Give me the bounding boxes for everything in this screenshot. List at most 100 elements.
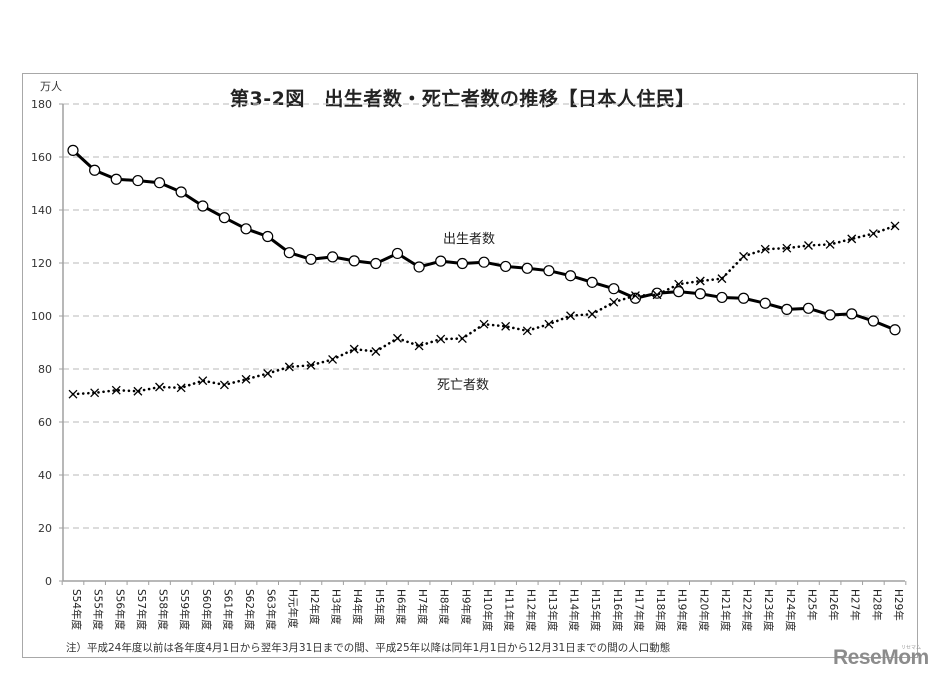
y-axis-unit-label: 万人 [40, 80, 62, 93]
births-point-marker [197, 200, 209, 212]
deaths-point-marker [609, 297, 619, 307]
births-point-marker [391, 247, 404, 260]
x-tick-label: H10年度 [481, 589, 494, 632]
deaths-point-marker [414, 341, 424, 351]
y-tick-label: 60 [38, 416, 52, 429]
deaths-point-marker [219, 380, 229, 390]
deaths-point-marker [825, 239, 835, 249]
deaths-point-marker [457, 334, 467, 343]
births-point-marker [218, 212, 231, 224]
births-point-marker [608, 283, 620, 295]
x-tick-label: H23年度 [762, 589, 775, 632]
x-tick-label: H元年度 [286, 589, 299, 629]
x-tick-label: H18年度 [654, 589, 667, 632]
deaths-point-marker [630, 291, 640, 301]
x-tick-label: S59年度 [178, 589, 191, 631]
y-tick-label: 20 [38, 522, 52, 535]
x-tick-label: H4年度 [351, 589, 364, 625]
x-tick-label: H19年度 [676, 589, 689, 632]
births-point-marker [802, 302, 815, 314]
deaths-point-marker [890, 221, 900, 231]
deaths-point-marker [284, 362, 294, 372]
x-tick-label: S56年度 [113, 589, 126, 631]
births-point-marker [283, 247, 295, 259]
births-point-marker [262, 230, 274, 243]
births-point-marker [846, 308, 858, 320]
y-tick-label: 100 [31, 310, 52, 323]
deaths-point-marker [804, 241, 813, 250]
births-point-marker [759, 297, 771, 309]
births-point-marker [132, 174, 144, 187]
deaths-point-marker [847, 234, 857, 244]
x-tick-label: S63年度 [265, 589, 278, 631]
births-point-marker [413, 261, 425, 273]
births-point-marker [478, 256, 490, 268]
births-point-marker [737, 292, 750, 304]
x-tick-label: H12年度 [524, 589, 537, 632]
births-point-marker [175, 186, 187, 198]
y-tick-label: 160 [31, 151, 52, 164]
x-tick-label: H13年度 [546, 589, 559, 632]
births-point-marker [326, 251, 339, 263]
deaths-point-marker [263, 369, 273, 378]
x-tick-label: H28年 [870, 589, 883, 621]
x-tick-label: H16年度 [611, 589, 624, 632]
x-tick-label: H15年度 [589, 589, 602, 632]
x-tick-label: H5年度 [373, 589, 386, 625]
births-point-marker [824, 309, 836, 321]
deaths-point-marker [90, 388, 100, 398]
x-tick-label: H11年度 [503, 589, 516, 632]
chart-frame [22, 73, 918, 658]
x-tick-label: S60年度 [200, 589, 213, 631]
deaths-point-marker [68, 389, 78, 399]
x-tick-label: H8年度 [438, 589, 451, 625]
x-tick-label: H6年度 [394, 589, 407, 625]
deaths-point-marker [695, 276, 705, 286]
births-point-marker [694, 288, 706, 300]
y-tick-label: 0 [45, 575, 52, 588]
y-tick-label: 180 [31, 98, 52, 111]
births-point-marker [716, 291, 728, 304]
births-point-marker [110, 173, 122, 185]
births-point-marker [781, 303, 793, 315]
deaths-point-marker [306, 360, 316, 370]
births-point-marker [564, 270, 577, 282]
deaths-point-marker [111, 385, 121, 395]
deaths-point-marker [176, 383, 186, 393]
deaths-point-marker [566, 311, 575, 321]
x-tick-label: H3年度 [330, 589, 343, 625]
x-tick-label: S57年度 [135, 589, 148, 631]
x-tick-label: S58年度 [157, 589, 170, 631]
deaths-point-marker [674, 279, 684, 289]
deaths-point-marker [349, 344, 359, 354]
deaths-point-marker [522, 326, 532, 336]
deaths-point-marker [868, 229, 878, 239]
footnote: 注）平成24年度以前は各年度4月1日から翌年3月31日までの間、平成25年以降は… [66, 642, 671, 654]
births-point-marker [67, 144, 79, 156]
deaths-point-marker [760, 244, 770, 254]
deaths-point-marker [133, 386, 143, 396]
x-tick-label: H9年度 [459, 589, 472, 625]
births-point-marker [305, 253, 317, 265]
watermark-subtext: リセマム [901, 645, 922, 651]
x-tick-label: H7年度 [416, 589, 429, 625]
deaths-series-label: 死亡者数 [437, 378, 490, 393]
x-tick-label: H20年度 [697, 589, 710, 632]
y-tick-label: 120 [31, 257, 52, 270]
deaths-point-marker [717, 274, 727, 284]
deaths-point-marker [587, 309, 597, 319]
deaths-point-marker [155, 382, 164, 392]
y-tick-label: 80 [38, 363, 52, 376]
deaths-point-marker [544, 319, 554, 329]
x-tick-label: H14年度 [568, 589, 581, 632]
births-point-marker [348, 255, 360, 267]
deaths-point-marker [371, 347, 381, 356]
births-point-marker [240, 223, 252, 235]
births-point-marker [456, 257, 468, 270]
deaths-point-marker [479, 319, 489, 329]
births-point-marker [651, 287, 663, 299]
x-tick-label: H25年 [805, 589, 818, 621]
births-point-marker [435, 255, 447, 267]
deaths-point-marker [328, 355, 338, 364]
